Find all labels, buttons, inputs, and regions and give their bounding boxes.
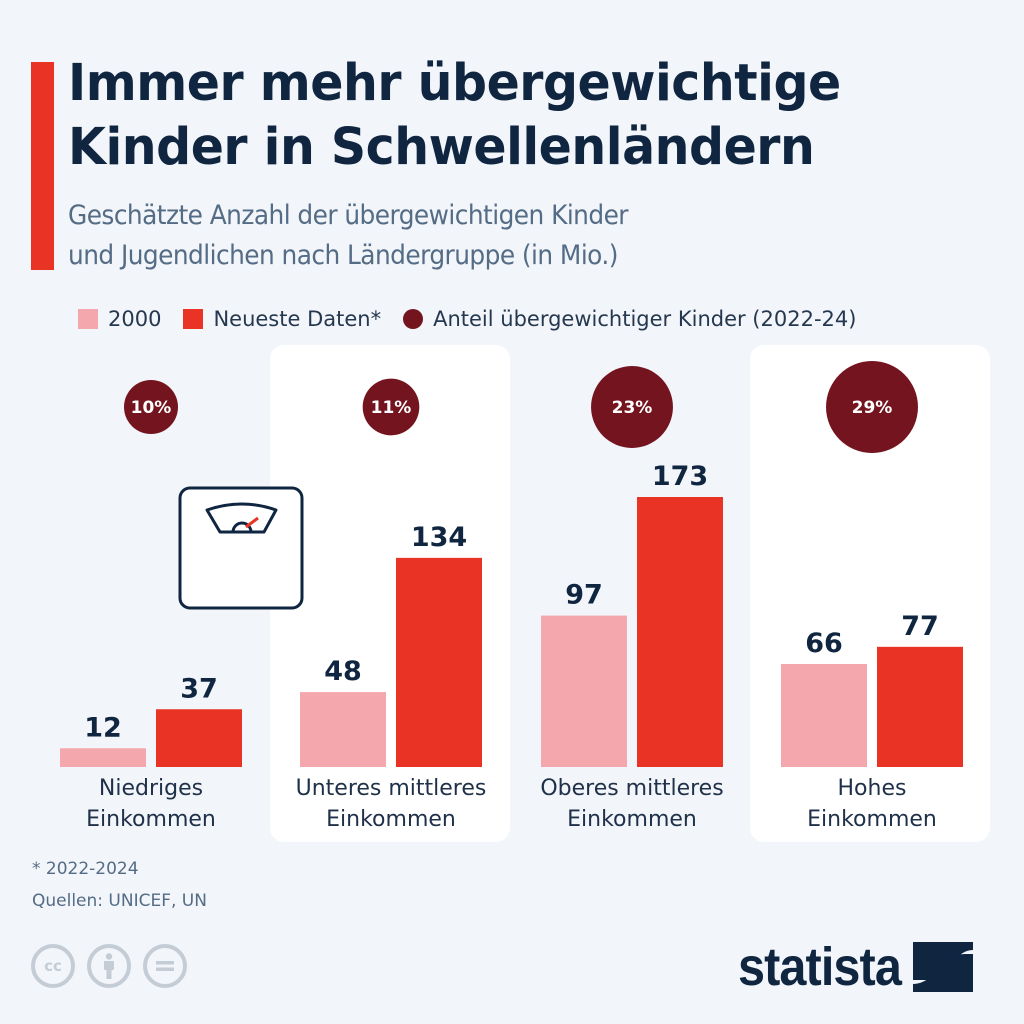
bar-value-label: 48 (324, 656, 362, 687)
category-label: Hohes (838, 776, 907, 801)
sources: Quellen: UNICEF, UN (32, 891, 207, 911)
legend-label: Anteil übergewichtiger Kinder (2022-24) (433, 307, 857, 331)
title-line-2: Kinder in Schwellenländern (68, 118, 815, 177)
legend-swatch-latest (183, 309, 204, 329)
legend: 2000 Neueste Daten* Anteil übergewichtig… (78, 302, 878, 336)
bar-value-label: 97 (565, 580, 603, 611)
bar-value-label: 37 (180, 673, 218, 704)
category-label: Niedriges (99, 776, 203, 801)
bar-latest (877, 646, 963, 767)
statista-mark-icon (913, 942, 974, 992)
share-percent-label: 10% (131, 398, 172, 418)
bar-value-label: 173 (652, 461, 708, 492)
share-circle (591, 366, 673, 448)
share-circle (124, 380, 178, 434)
legend-item-latest: Neueste Daten* (183, 307, 381, 331)
page-title: Immer mehr übergewichtige Kinder in Schw… (68, 52, 970, 180)
bar-2000 (300, 692, 386, 767)
share-percent-label: 11% (371, 398, 412, 418)
bar-2000 (541, 615, 627, 767)
category-label: Oberes mittleres (540, 776, 723, 801)
statista-logo[interactable]: statista (738, 936, 974, 998)
brand-name: statista (738, 937, 902, 997)
legend-item-share: Anteil übergewichtiger Kinder (2022-24) (403, 307, 856, 331)
legend-label: Neueste Daten* (213, 307, 382, 331)
subtitle-line-1: Geschätzte Anzahl der übergewichtigen Ki… (68, 200, 629, 231)
share-circle (362, 378, 420, 436)
by-attribution-icon[interactable] (87, 944, 131, 988)
bar-value-label: 77 (901, 611, 939, 642)
bar-value-label: 66 (805, 628, 843, 659)
category-label: Einkommen (326, 807, 456, 832)
bar-latest (396, 557, 482, 767)
legend-label: 2000 (108, 307, 162, 331)
bar-value-label: 12 (84, 712, 122, 743)
bar-latest (637, 497, 723, 767)
license-icons[interactable]: cc (31, 944, 187, 988)
subtitle-line-2: und Jugendlichen nach Ländergruppe (in M… (68, 240, 618, 271)
cc-icon[interactable]: cc (31, 944, 75, 988)
title-accent-bar (31, 62, 54, 270)
footnote-block: * 2022-2024 Quellen: UNICEF, UN (32, 853, 207, 917)
category-label: Einkommen (86, 807, 216, 832)
bar-2000 (60, 748, 146, 767)
page-subtitle: Geschätzte Anzahl der übergewichtigen Ki… (68, 196, 896, 276)
legend-swatch-share (403, 309, 424, 329)
share-percent-label: 23% (612, 398, 653, 418)
footnote: * 2022-2024 (32, 859, 139, 879)
no-derivatives-icon[interactable] (143, 944, 187, 988)
bathroom-scale-icon (178, 486, 304, 610)
legend-item-2000: 2000 (78, 307, 161, 331)
category-label: Einkommen (567, 807, 697, 832)
share-circle (826, 361, 918, 453)
title-line-1: Immer mehr übergewichtige (68, 54, 841, 113)
category-label: Unteres mittleres (296, 776, 487, 801)
bar-value-label: 134 (411, 522, 467, 553)
bar-2000 (781, 663, 867, 767)
category-label: Einkommen (807, 807, 937, 832)
legend-swatch-2000 (78, 309, 98, 329)
bar-latest (156, 709, 242, 767)
share-percent-label: 29% (852, 398, 893, 418)
